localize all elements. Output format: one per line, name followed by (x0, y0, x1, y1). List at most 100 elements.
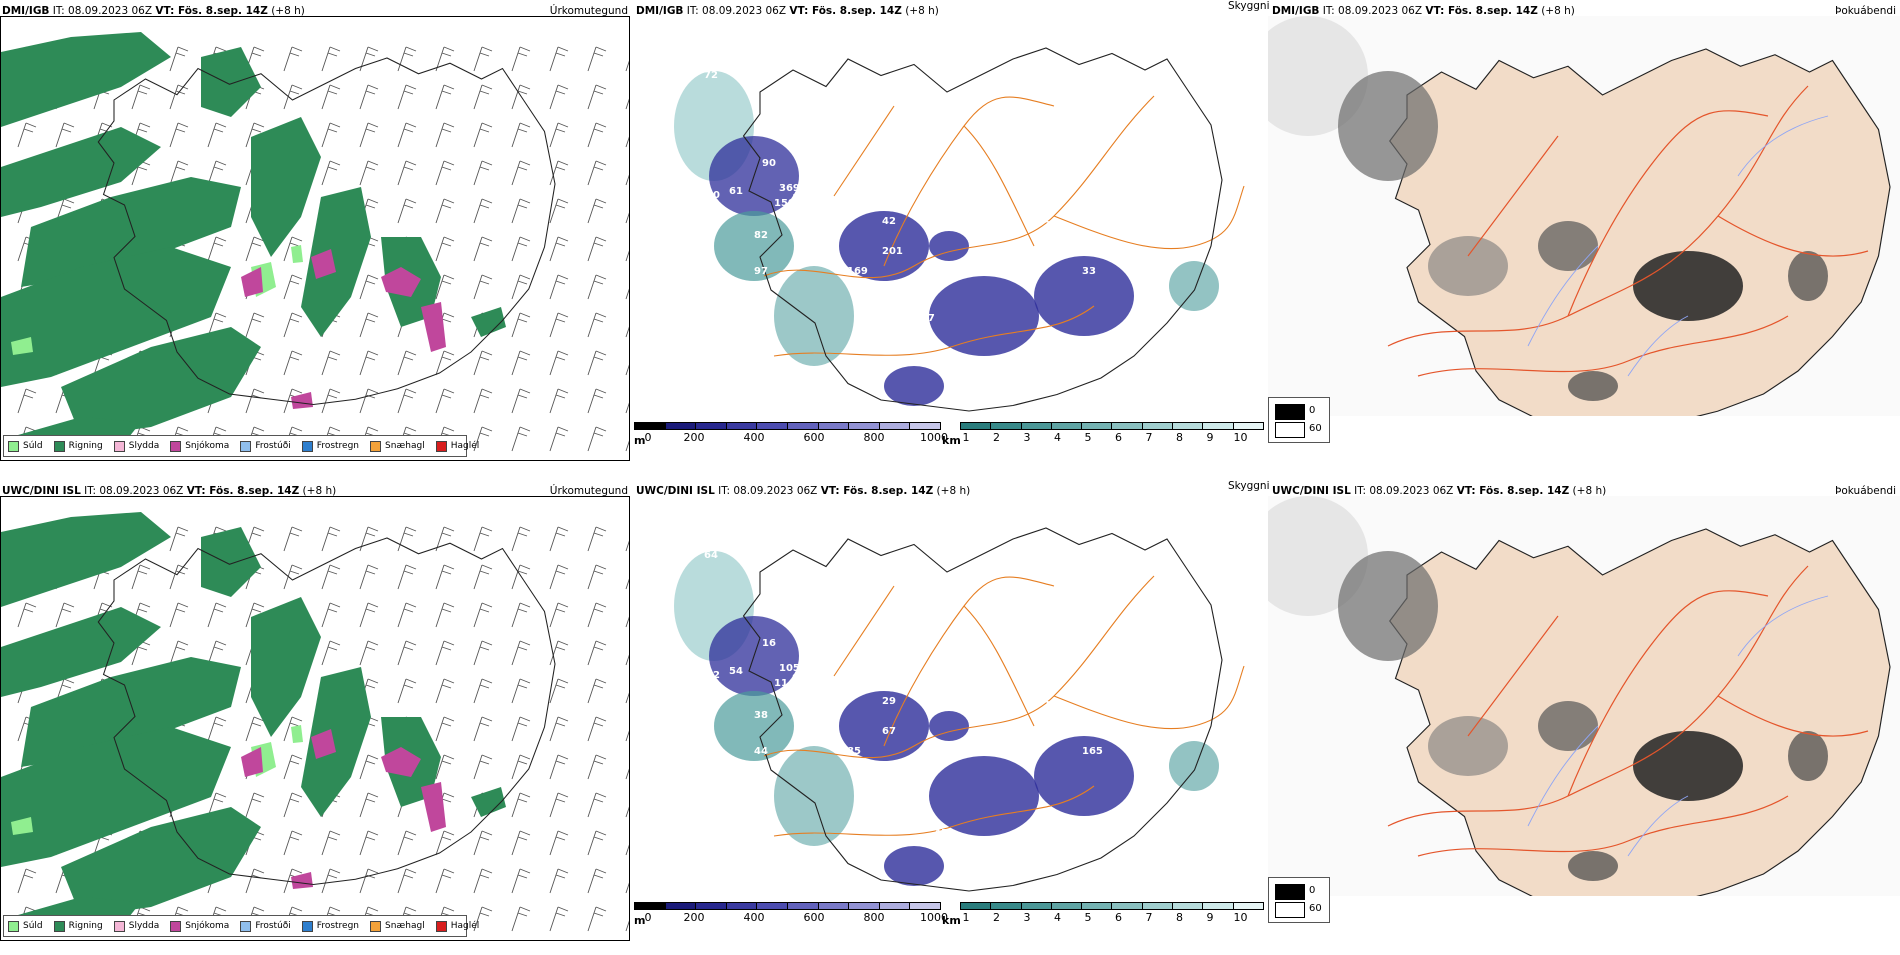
wind-barb (17, 388, 37, 414)
roads (763, 95, 1245, 357)
wind-barb (283, 564, 303, 590)
wind-barb (207, 716, 227, 742)
wind-barb (511, 640, 531, 666)
wind-barb (625, 174, 629, 186)
wind-barb (359, 350, 379, 376)
roads (1387, 565, 1869, 857)
wind-barb (549, 526, 569, 552)
visibility-value-label: 69 (934, 696, 948, 707)
visibility-value-label: 109 (934, 216, 955, 227)
precip-legend: Súld Rigning Slydda Snjókoma Frostúði Frostre… (3, 435, 479, 457)
wind-barb (511, 792, 531, 818)
vis-scale-m-tick: 1000 (920, 431, 948, 444)
wind-barb (473, 46, 493, 72)
wind-barb (587, 160, 607, 186)
wind-barb (397, 388, 417, 414)
wind-barb (397, 350, 417, 376)
wind-barb (473, 906, 493, 932)
wind-barb (473, 716, 493, 742)
wind-barb (359, 640, 379, 666)
precip-title: Úrkomutegund (549, 485, 628, 497)
vis-scale-km-tick: 8 (1176, 911, 1183, 924)
precip-legend-item: Rigning (53, 920, 103, 932)
wind-barb (473, 274, 493, 300)
visibility-value-label: 116 (894, 778, 915, 789)
lead-label: (+8 h) (302, 485, 337, 497)
fog-grey-areas (1338, 551, 1828, 881)
precip-type-panel: Súld Rigning Slydda Snjókoma Frostúði Frostre… (0, 480, 632, 950)
visibility-value-label: 120 (1012, 186, 1033, 197)
wind-barb (549, 754, 569, 780)
fog-legend-tick-60: 60 (1309, 423, 1322, 434)
visibility-value-label: 85 (847, 746, 861, 757)
wind-barb (511, 84, 531, 110)
precip-legend-label: Slydda (128, 441, 160, 451)
vt-label: VT: Fös. 8.sep. 14Z (1456, 485, 1570, 497)
visibility-title: Skyggni (1228, 480, 1270, 492)
wind-barb (511, 312, 531, 338)
wind-barb (359, 792, 379, 818)
source-label: DMI/IGB (636, 5, 684, 17)
wind-barb (473, 830, 493, 856)
visibility-value-label: 16 (762, 638, 776, 649)
wind-barb (549, 312, 569, 338)
wind-barb (245, 602, 265, 628)
visibility-value-label: 33 (1082, 266, 1096, 277)
iceland-coastline (97, 537, 556, 886)
vis-shading (674, 71, 1219, 406)
visibility-value-label: 114 (774, 678, 795, 689)
wind-barb (587, 602, 607, 628)
wind-barb (511, 716, 531, 742)
vt-label: VT: Fös. 8.sep. 14Z (820, 485, 934, 497)
precip-legend-item: Frostregn (301, 440, 359, 452)
visibility-title: Skyggni (1228, 0, 1270, 12)
vis-scale-km-unit: km (942, 914, 961, 927)
precip-legend-item: Haglél (435, 440, 479, 452)
vis-scale-m-tick: 800 (863, 911, 885, 924)
wind-barb (321, 526, 341, 552)
wind-barb (511, 906, 531, 932)
wind-barb (169, 84, 189, 110)
wind-barb (169, 602, 189, 628)
wind-barb (473, 868, 493, 894)
wind-barb (283, 830, 303, 856)
visibility-value-label: 42 (882, 216, 896, 227)
wind-barb (321, 564, 341, 590)
wind-barb (435, 388, 455, 414)
vis-scale-m-tick: 200 (683, 911, 705, 924)
wind-barb (473, 84, 493, 110)
visibility-value-label: 72 (769, 596, 783, 607)
wind-barb (435, 868, 455, 894)
wind-barb (17, 868, 37, 894)
wind-barb (511, 46, 531, 72)
wind-barb (55, 122, 75, 148)
wind-barb (549, 236, 569, 262)
visibility-panel: 72 160 31 76 90 61 369 18 57 60 150 122 82 97 42 109 59 1… (634, 0, 1270, 470)
fog-legend-swatch-60 (1275, 902, 1305, 918)
visibility-value-label: 54 (1134, 686, 1148, 697)
wind-barb (625, 402, 629, 414)
visibility-value-label: 160 (729, 66, 750, 77)
wind-barb (625, 98, 629, 110)
forecast-row-uwc: Súld Rigning Slydda Snjókoma Frostúði Frostre… (0, 480, 1900, 955)
wind-barb (17, 122, 37, 148)
wind-barb (169, 160, 189, 186)
fog-map (1268, 496, 1900, 896)
wind-barb (511, 274, 531, 300)
visibility-value-label: 49 (912, 334, 926, 345)
vis-scale-m: 0 200 400 600 800 1000 m (634, 902, 948, 927)
wind-barb (587, 350, 607, 376)
precip-legend-swatch (240, 440, 252, 452)
wind-barb (625, 288, 629, 300)
wind-barb (435, 830, 455, 856)
wind-barb (397, 160, 417, 186)
wind-barb (435, 160, 455, 186)
fog-legend: 0 60 (1268, 877, 1330, 923)
visibility-value-label: 59 (954, 206, 968, 217)
visibility-value-label: 163 (1134, 206, 1155, 217)
wind-barb (435, 564, 455, 590)
source-label: UWC/DINI ISL (1272, 485, 1351, 497)
forecast-row-dmi: Súld Rigning Slydda Snjókoma Frostúði Frostre… (0, 0, 1900, 475)
wind-barb (283, 84, 303, 110)
wind-barb (473, 526, 493, 552)
